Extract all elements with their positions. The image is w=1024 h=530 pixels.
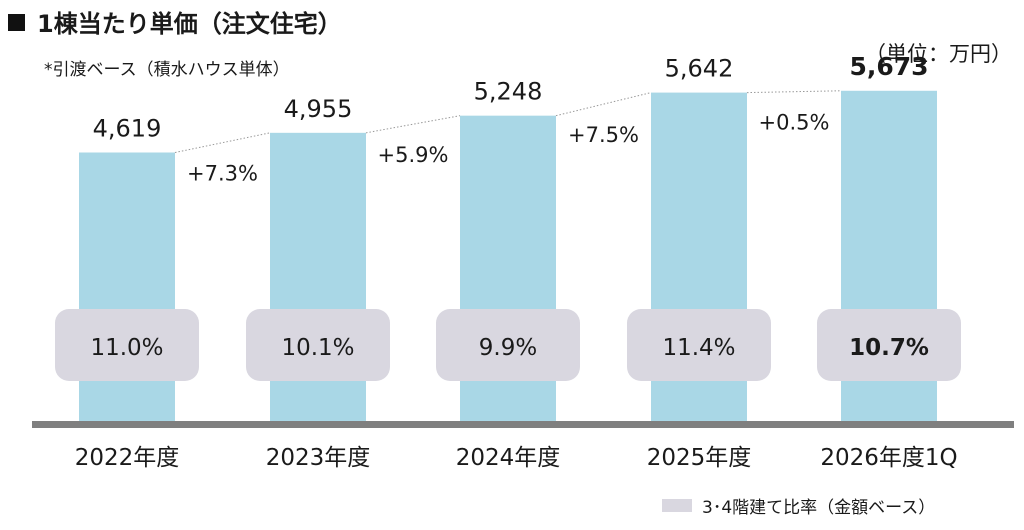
x-tick-label-0: 2022年度	[75, 445, 180, 471]
value-label-0: 4,619	[93, 115, 162, 143]
growth-label-2: +7.5%	[568, 123, 639, 147]
chart-subtitle: *引渡ベース（積水ハウス単体）	[44, 60, 290, 80]
unit-label: （単位：万円）	[865, 42, 1012, 66]
chart-title: 1棟当たり単価（注文住宅）	[8, 4, 342, 39]
ratio-box-1	[246, 309, 390, 381]
growth-label-1: +5.9%	[378, 143, 449, 167]
ratio-label-1: 10.1%	[281, 335, 354, 361]
chart-title-text: 1棟当たり単価（注文住宅）	[37, 10, 342, 38]
ratio-box-3	[627, 309, 771, 381]
ratio-box-0	[55, 309, 199, 381]
connector-line-3	[746, 90, 842, 94]
connector-line-2	[555, 92, 652, 117]
ratio-label-2: 9.9%	[479, 335, 537, 361]
x-tick-label-4: 2026年度1Q	[820, 445, 957, 471]
legend: 3･4階建て比率（金額ベース）	[662, 493, 935, 518]
legend-swatch	[662, 499, 692, 512]
connector-line-0	[174, 132, 271, 153]
growth-label-0: +7.3%	[187, 162, 258, 186]
connector-line-1	[365, 115, 461, 134]
ratio-label-3: 11.4%	[662, 335, 735, 361]
ratio-label-4: 10.7%	[849, 335, 929, 361]
value-label-4: 5,673	[849, 52, 928, 81]
ratio-label-0: 11.0%	[90, 335, 163, 361]
bar-0	[79, 152, 175, 423]
x-tick-label-2: 2024年度	[456, 445, 561, 471]
ratio-box-2	[436, 309, 580, 381]
value-label-1: 4,955	[284, 95, 353, 123]
ratio-box-4	[817, 309, 961, 381]
legend-label: 3･4階建て比率（金額ベース）	[702, 498, 936, 518]
x-tick-label-3: 2025年度	[647, 445, 752, 471]
value-label-3: 5,642	[665, 55, 734, 83]
x-tick-label-1: 2023年度	[266, 445, 371, 471]
title-square-icon	[8, 14, 25, 31]
growth-label-3: +0.5%	[759, 111, 830, 135]
x-axis-baseline	[32, 421, 1014, 428]
value-label-2: 5,248	[474, 78, 543, 106]
